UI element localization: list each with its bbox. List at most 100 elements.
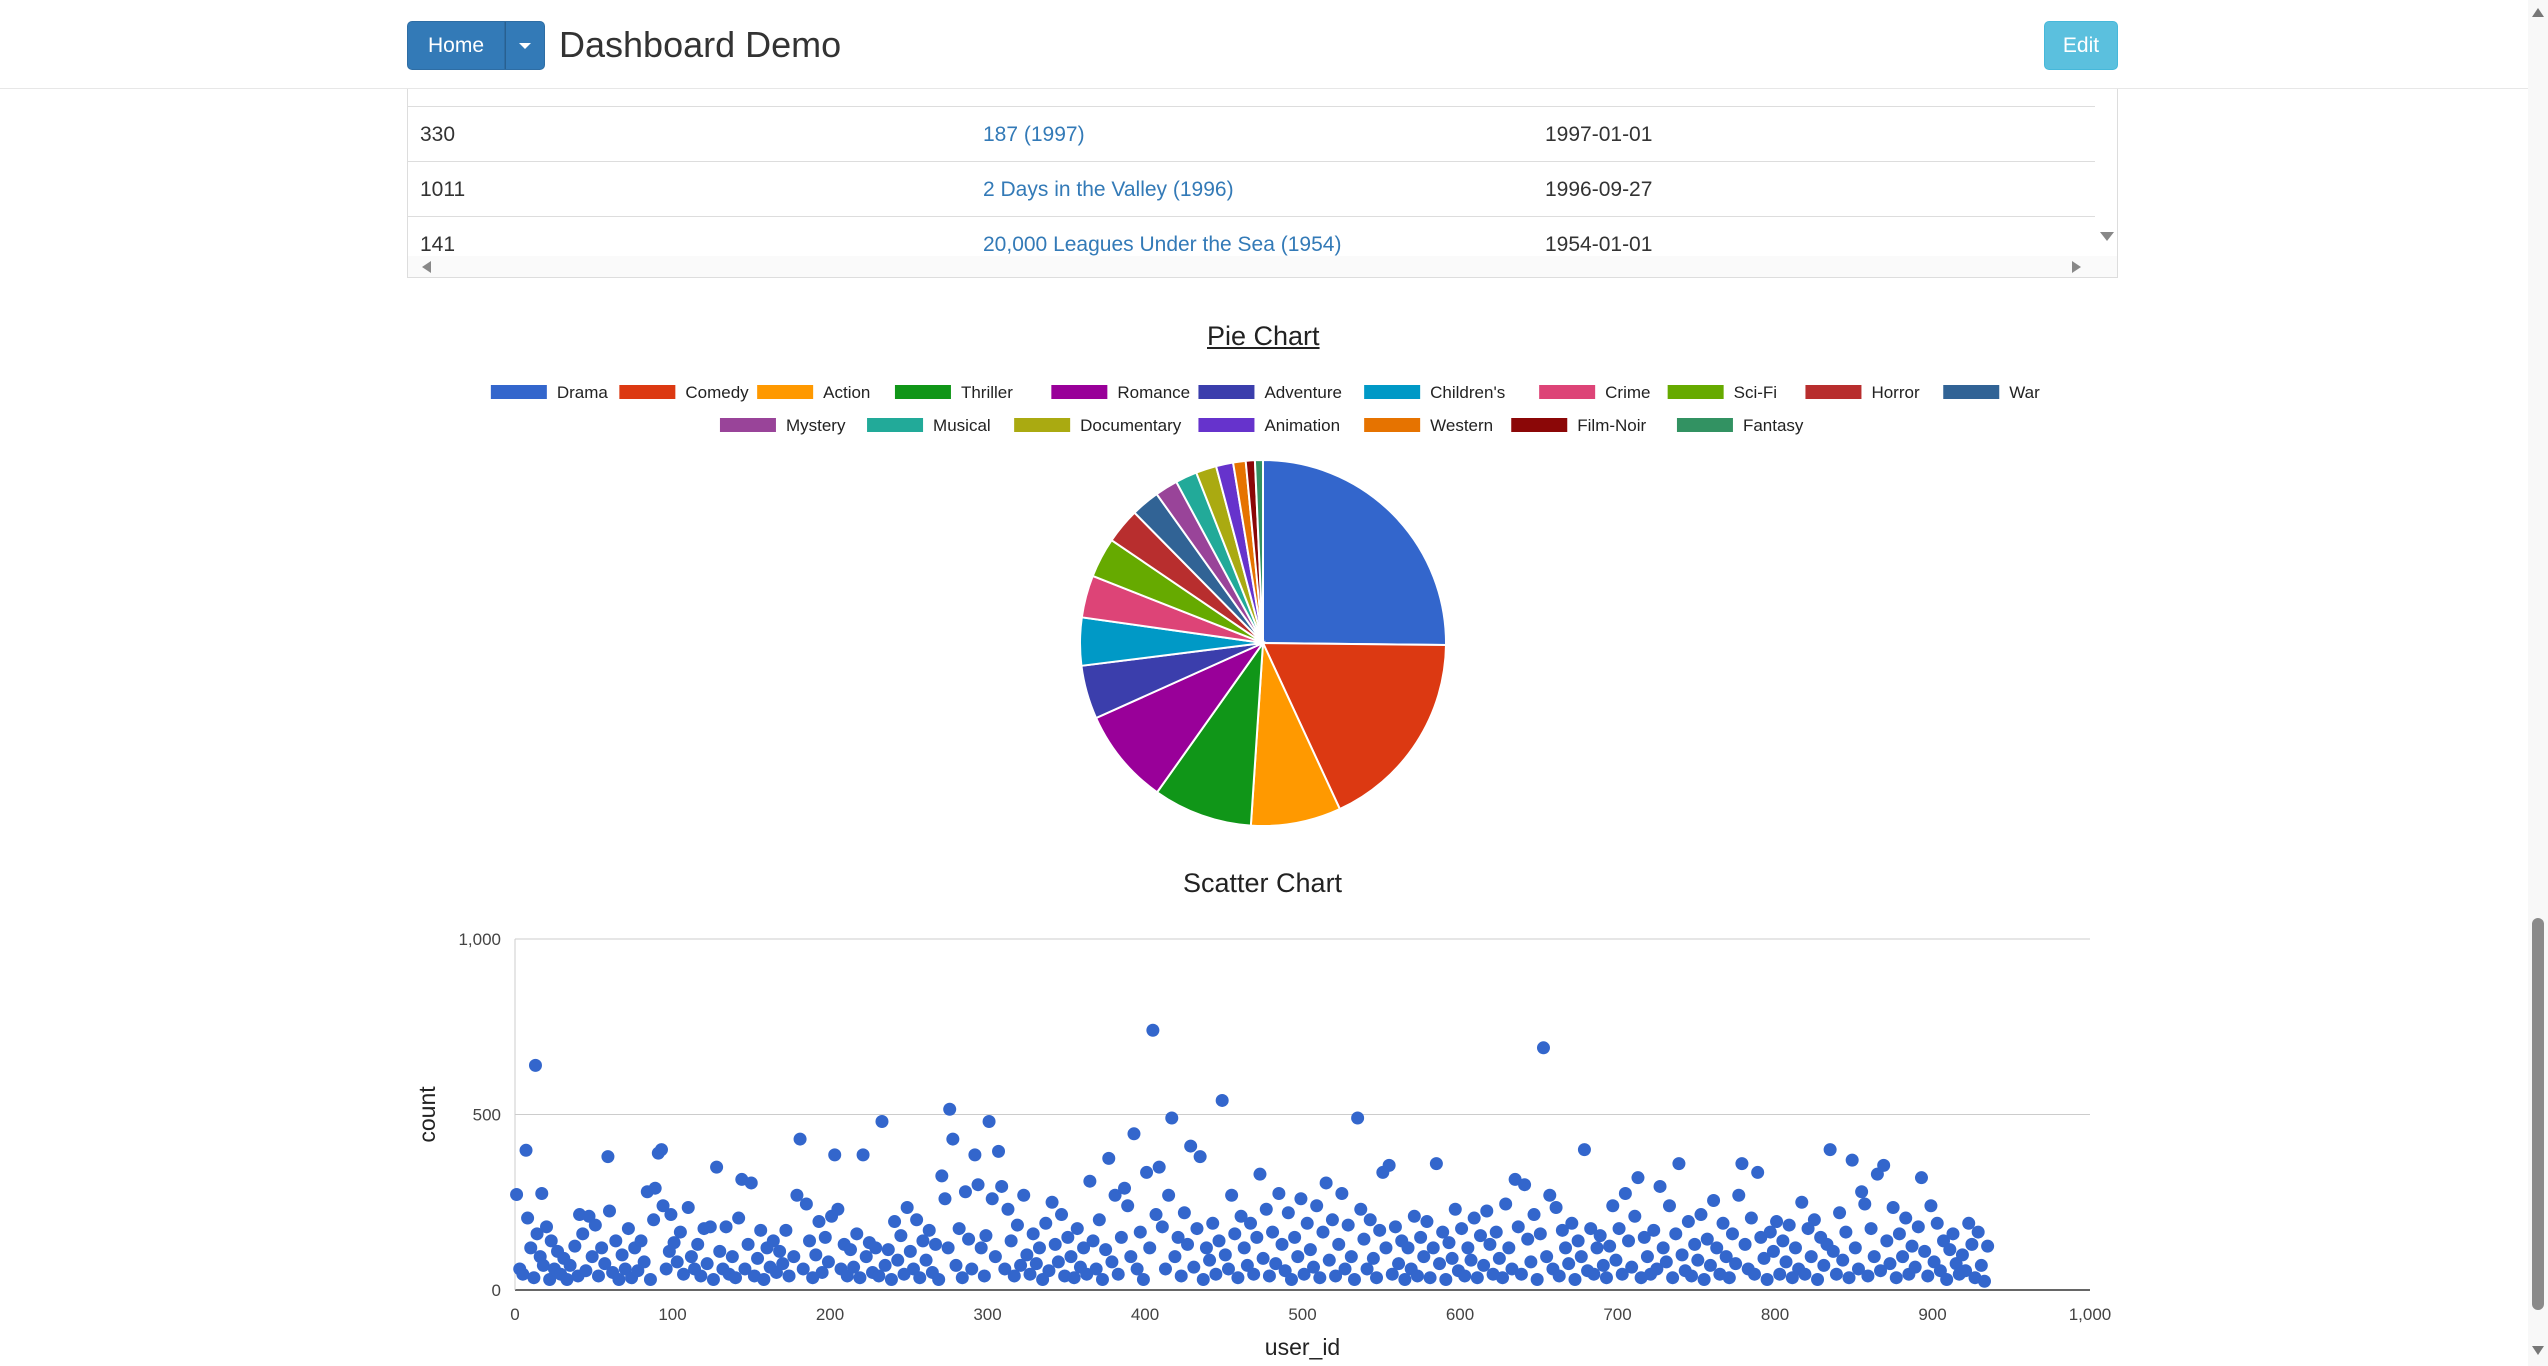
scatter-point[interactable] [535, 1186, 549, 1200]
scatter-point[interactable] [1606, 1199, 1620, 1213]
scatter-point[interactable] [1540, 1250, 1554, 1264]
scatter-point[interactable] [654, 1143, 668, 1157]
scatter-point[interactable] [1237, 1241, 1251, 1255]
scatter-point[interactable] [1272, 1186, 1286, 1200]
scatter-point[interactable] [1231, 1271, 1245, 1285]
cell-title-link[interactable]: 20,000 Leagues Under the Sea (1954) [983, 233, 1342, 256]
scatter-point[interactable] [1029, 1257, 1043, 1271]
scatter-point[interactable] [530, 1227, 544, 1241]
scatter-point[interactable] [1930, 1216, 1944, 1230]
scatter-point[interactable] [1146, 1023, 1160, 1037]
scatter-point[interactable] [1007, 1269, 1021, 1283]
scatter-point[interactable] [910, 1213, 924, 1227]
scatter-point[interactable] [1817, 1258, 1831, 1272]
scatter-point[interactable] [1281, 1206, 1295, 1220]
scatter-point[interactable] [916, 1234, 930, 1248]
scatter-point[interactable] [1061, 1230, 1075, 1244]
scatter-point[interactable] [1373, 1223, 1387, 1237]
scatter-point[interactable] [1083, 1174, 1097, 1188]
home-button[interactable]: Home [407, 21, 506, 70]
scatter-point[interactable] [1609, 1253, 1623, 1267]
scatter-point[interactable] [1911, 1220, 1925, 1234]
scatter-point[interactable] [932, 1272, 946, 1286]
scatter-point[interactable] [943, 1102, 957, 1116]
scatter-point[interactable] [634, 1234, 648, 1248]
scatter-point[interactable] [1225, 1188, 1239, 1202]
scatter-point[interactable] [1959, 1264, 1973, 1278]
scatter-point[interactable] [524, 1241, 538, 1255]
scatter-point[interactable] [1918, 1244, 1932, 1258]
scatter-point[interactable] [1256, 1251, 1270, 1265]
scatter-point[interactable] [1505, 1262, 1519, 1276]
scatter-point[interactable] [1577, 1143, 1591, 1157]
scatter-point[interactable] [903, 1244, 917, 1258]
scatter-point[interactable] [878, 1258, 892, 1272]
scatter-point[interactable] [979, 1229, 993, 1243]
scatter-point[interactable] [1070, 1222, 1084, 1236]
scatter-point[interactable] [1688, 1237, 1702, 1251]
scatter-point[interactable] [1533, 1227, 1547, 1241]
scatter-point[interactable] [998, 1262, 1012, 1276]
scatter-point[interactable] [1357, 1232, 1371, 1246]
scatter-point[interactable] [971, 1178, 985, 1192]
scatter-point[interactable] [1943, 1243, 1957, 1257]
scatter-point[interactable] [1729, 1257, 1743, 1271]
scatter-point[interactable] [1662, 1199, 1676, 1213]
pie-slice[interactable] [1261, 641, 1448, 811]
scatter-point[interactable] [1407, 1209, 1421, 1223]
scatter-point[interactable] [1593, 1229, 1607, 1243]
scatter-point[interactable] [988, 1250, 1002, 1264]
scatter-point[interactable] [776, 1257, 790, 1271]
scatter-point[interactable] [1530, 1272, 1544, 1286]
scatter-point[interactable] [1940, 1272, 1954, 1286]
legend-item[interactable]: Mystery [719, 416, 846, 435]
scatter-point[interactable] [847, 1260, 861, 1274]
scatter-point[interactable] [1618, 1186, 1632, 1200]
legend-item[interactable]: Thriller [894, 383, 1013, 402]
scatter-point[interactable] [1143, 1241, 1157, 1255]
cell-title-link[interactable]: 187 (1997) [983, 123, 1085, 146]
scatter-point[interactable] [1067, 1271, 1081, 1285]
scatter-point[interactable] [946, 1132, 960, 1146]
scatter-point[interactable] [1124, 1250, 1138, 1264]
scatter-point[interactable] [1313, 1271, 1327, 1285]
scatter-point[interactable] [1672, 1157, 1686, 1171]
scatter-point[interactable] [773, 1244, 787, 1258]
scatter-point[interactable] [1366, 1251, 1380, 1265]
scatter-point[interactable] [1543, 1188, 1557, 1202]
scatter-point[interactable] [913, 1271, 927, 1285]
scatter-point[interactable] [1118, 1181, 1132, 1195]
scatter-point[interactable] [1924, 1199, 1938, 1213]
scatter-point[interactable] [1023, 1267, 1037, 1281]
scatter-point[interactable] [958, 1185, 972, 1199]
scatter-point[interactable] [1086, 1234, 1100, 1248]
scatter-point[interactable] [1414, 1230, 1428, 1244]
scatter-point[interactable] [595, 1241, 609, 1255]
legend-item[interactable]: Film-Noir [1511, 416, 1647, 435]
scatter-point[interactable] [831, 1202, 845, 1216]
legend-item[interactable]: Animation [1198, 416, 1340, 435]
scatter-point[interactable] [1883, 1257, 1897, 1271]
scatter-point[interactable] [710, 1160, 724, 1174]
scatter-point[interactable] [543, 1272, 557, 1286]
legend-item[interactable]: Drama [490, 383, 609, 402]
scatter-point[interactable] [1284, 1272, 1298, 1286]
scatter-point[interactable] [1363, 1213, 1377, 1227]
scatter-point[interactable] [563, 1258, 577, 1272]
scatter-point[interactable] [1303, 1243, 1317, 1257]
scatter-point[interactable] [694, 1269, 708, 1283]
scatter-point[interactable] [1971, 1225, 1985, 1239]
scatter-point[interactable] [1552, 1269, 1566, 1283]
scatter-point[interactable] [1379, 1241, 1393, 1255]
scatter-point[interactable] [790, 1188, 804, 1202]
legend-item[interactable]: Romance [1051, 383, 1190, 402]
scatter-point[interactable] [1001, 1202, 1015, 1216]
scatter-point[interactable] [1442, 1236, 1456, 1250]
scatter-point[interactable] [1703, 1258, 1717, 1272]
scatter-point[interactable] [1092, 1213, 1106, 1227]
scatter-point[interactable] [1612, 1222, 1626, 1236]
scatter-point[interactable] [929, 1237, 943, 1251]
scatter-point[interactable] [1896, 1250, 1910, 1264]
scatter-point[interactable] [1656, 1241, 1670, 1255]
scatter-point[interactable] [888, 1215, 902, 1229]
